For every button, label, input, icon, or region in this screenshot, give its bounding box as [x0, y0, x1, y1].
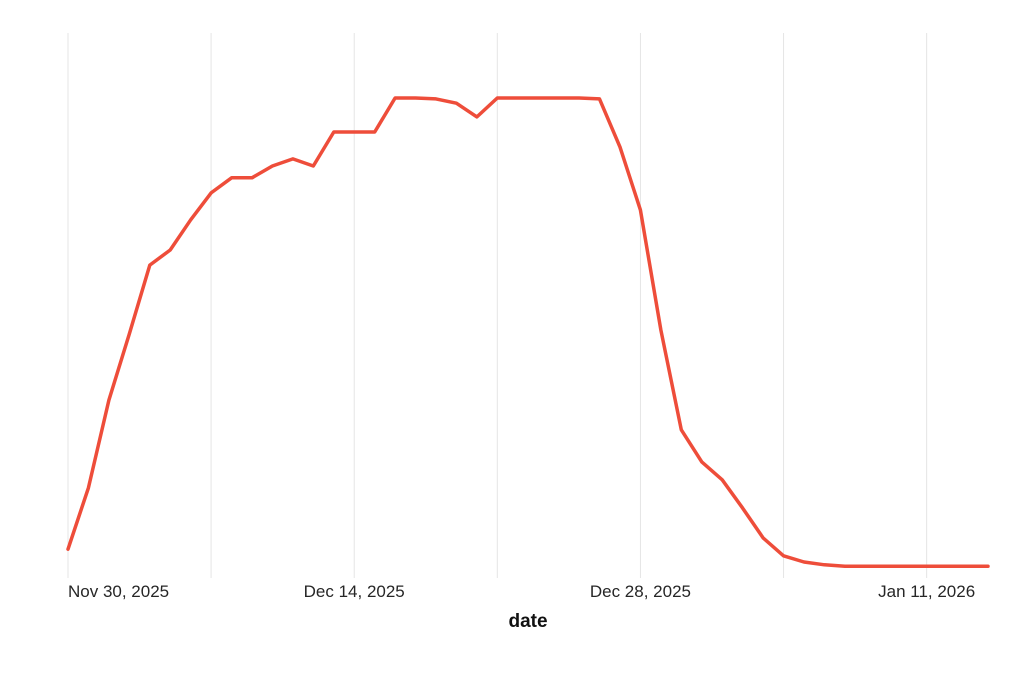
x-axis-title: date — [508, 611, 548, 632]
x-tick-label: Dec 14, 2025 — [303, 582, 405, 601]
x-tick-label: Nov 30, 2025 — [68, 582, 170, 601]
x-gridlines — [67, 33, 928, 578]
x-tick-label: Dec 28, 2025 — [589, 582, 691, 601]
series-group — [66, 96, 990, 568]
x-tick-label: Jan 11, 2026 — [878, 582, 976, 601]
series-line — [66, 96, 990, 568]
